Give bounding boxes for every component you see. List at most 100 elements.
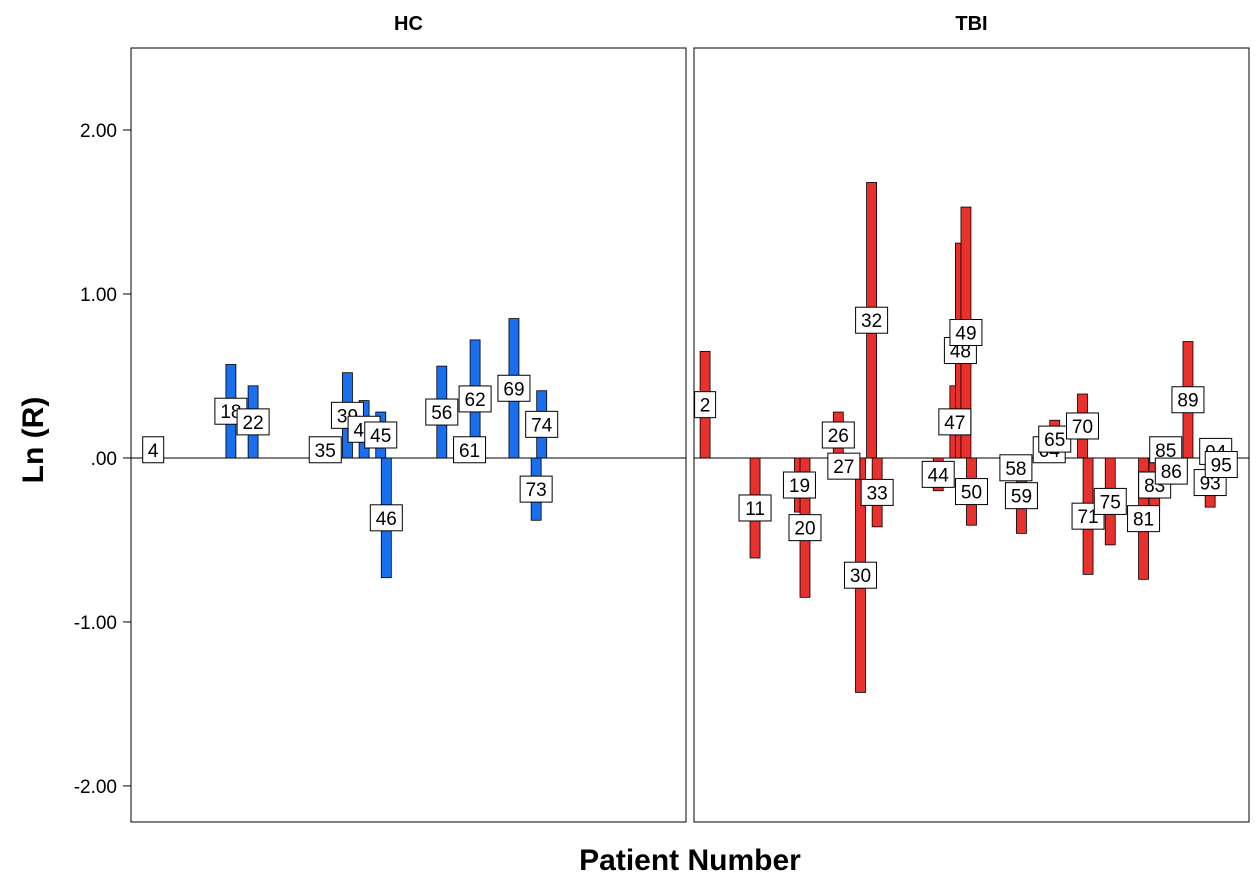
bar-label-box: [1204, 451, 1238, 479]
bar-label: 86: [1154, 457, 1188, 485]
bar-label-text: 81: [1133, 510, 1154, 531]
bar-label-text: 75: [1100, 492, 1121, 513]
bar-label-text: 30: [850, 566, 871, 587]
bar-label: 46: [369, 504, 403, 532]
bar-label: 20: [788, 514, 822, 542]
bar-label-text: 2: [700, 396, 711, 417]
panel-frame: [130, 47, 687, 823]
bar-label-box: [855, 306, 889, 334]
y-axis: 2.00 1.00 .00 -1.00 -2.00: [74, 121, 131, 798]
bar-label-text: 49: [955, 324, 976, 345]
bar-label-box: [1154, 457, 1188, 485]
bar-label-box: [938, 408, 972, 436]
bar-label: 89: [1171, 386, 1205, 414]
bar-label: 45: [364, 421, 398, 449]
bar-label: 74: [525, 410, 559, 438]
y-axis-title: Ln (R): [17, 397, 50, 484]
bar-label-box: [425, 398, 459, 426]
bar-label-box: [1171, 386, 1205, 414]
bar-label-text: 19: [789, 476, 810, 497]
bar-label: 69: [497, 374, 531, 402]
bar-label-text: 74: [531, 415, 553, 436]
bar-label: 50: [955, 478, 988, 506]
bar-label-text: 58: [1005, 459, 1026, 480]
bar-label: 44: [921, 460, 955, 488]
bar-label-box: [458, 385, 492, 413]
panel-title: HC: [394, 13, 423, 35]
bar-label-box: [738, 494, 772, 522]
bar-label: 65: [1038, 425, 1072, 453]
bar-label: 2: [694, 391, 717, 419]
bar-label-box: [949, 319, 983, 347]
bar-label-text: 56: [431, 403, 452, 424]
bar-label-text: 48: [950, 342, 971, 363]
bar-label-box: [142, 436, 165, 464]
y-tick-label: -2.00: [74, 777, 117, 798]
y-tick-label: 2.00: [80, 121, 117, 142]
bar-label: 70: [1066, 412, 1099, 440]
bar-label: 27: [827, 452, 861, 480]
bar-label-box: [955, 478, 988, 506]
bar-label-box: [999, 454, 1033, 482]
panel-tbi: TBI2111920262730323344474849505859646570…: [693, 13, 1250, 823]
bar-label-text: 20: [794, 519, 815, 540]
bar-label-box: [921, 460, 955, 488]
panel-title: TBI: [955, 13, 987, 35]
bar-label-box: [519, 475, 553, 503]
bar-label: 95: [1204, 451, 1238, 479]
bar-label-box: [1093, 487, 1127, 515]
bar-label-box: [497, 374, 531, 402]
bar-label-box: [308, 436, 342, 464]
bar-label-text: 47: [944, 413, 965, 434]
bar-label-box: [782, 471, 816, 499]
bar-label: 30: [844, 561, 877, 589]
bar-label-box: [821, 421, 855, 449]
bar-label-box: [788, 514, 822, 542]
x-axis-title: Patient Number: [579, 844, 801, 877]
y-tick-label: 1.00: [80, 285, 117, 306]
bar-label-text: 44: [928, 465, 950, 486]
bar-label-box: [1066, 412, 1099, 440]
bar-label-text: 35: [315, 441, 336, 462]
bar-label-text: 73: [526, 480, 547, 501]
bar-label-box: [844, 561, 877, 589]
bar-label-text: 18: [220, 402, 241, 423]
bar-label-box: [1127, 505, 1161, 533]
bar-label-box: [1004, 482, 1038, 510]
bar-label: 33: [860, 478, 894, 506]
bar-label-text: 11: [745, 499, 765, 520]
bar-label-box: [369, 504, 403, 532]
bar-label-text: 61: [459, 441, 480, 462]
bar-label: 4: [142, 436, 165, 464]
bar-label-text: 70: [1072, 417, 1093, 438]
bar-label-box: [827, 452, 861, 480]
bar-label: 26: [821, 421, 855, 449]
bar-label-text: 65: [1044, 430, 1065, 451]
bar-label-box: [236, 408, 270, 436]
bar-label: 39: [330, 401, 364, 429]
bar-label: 62: [458, 385, 492, 413]
bar-label: 59: [1004, 482, 1038, 510]
bar-label: 19: [782, 471, 816, 499]
bar-label: 75: [1093, 487, 1127, 515]
bar-label: 73: [519, 475, 553, 503]
bar-label-text: 4: [148, 441, 159, 462]
bar-label: 49: [949, 319, 983, 347]
bar-label: 35: [308, 436, 342, 464]
bar-label-text: 32: [861, 311, 882, 332]
bar-label-box: [364, 421, 398, 449]
bar-label: 61: [453, 436, 487, 464]
bar-label-text: 93: [1200, 474, 1221, 495]
y-tick-label: .00: [91, 449, 117, 470]
bar-label-text: 71: [1077, 507, 1098, 528]
bar-label-text: 46: [376, 509, 397, 530]
bar-label-text: 59: [1011, 487, 1032, 508]
bar-label-text: 22: [243, 413, 264, 434]
bar-label-box: [453, 436, 487, 464]
bar-label-text: 45: [370, 426, 391, 447]
bar-label: 22: [236, 408, 270, 436]
bar-label: 11: [738, 494, 772, 522]
panel-frame: [693, 47, 1250, 823]
